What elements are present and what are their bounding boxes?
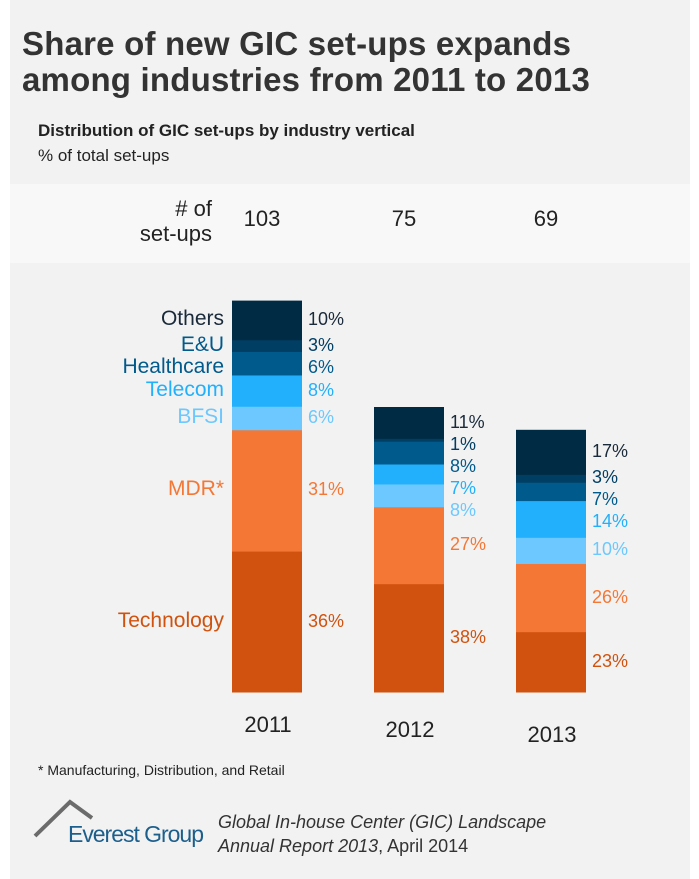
logo-text: Everest Group xyxy=(68,821,204,847)
bar-segment-telecom-2012 xyxy=(374,464,444,485)
source-date: , April 2014 xyxy=(378,836,469,856)
data-label: 10% xyxy=(592,539,629,560)
title-line-2: among industries from 2011 to 2013 xyxy=(22,61,590,98)
bar-segment-bfsi-2011 xyxy=(232,406,302,431)
everest-group-logo: Everest Group xyxy=(33,799,204,847)
bar-segment-eu-2012 xyxy=(374,438,444,442)
data-label: 11% xyxy=(450,411,485,432)
bar-segment-technology-2011 xyxy=(232,551,302,693)
legend-label: BFSI xyxy=(177,405,224,429)
data-label: 14% xyxy=(592,511,629,532)
setup-count: 75 xyxy=(391,206,417,231)
data-label: 23% xyxy=(592,650,629,671)
count-band xyxy=(10,184,690,263)
unit-label: % of total set-ups xyxy=(38,146,170,165)
data-label: 3% xyxy=(308,334,335,355)
legend-label: Others xyxy=(160,307,224,331)
data-label: 31% xyxy=(308,479,345,500)
mountain-icon xyxy=(33,799,94,838)
legend-label: E&U xyxy=(180,332,224,356)
source-note: Global In-house Center (GIC) Landscape A… xyxy=(218,810,546,858)
bar-segment-telecom-2011 xyxy=(232,374,302,407)
legend-label: MDR* xyxy=(168,477,224,501)
bar-segment-others-2012 xyxy=(374,407,444,439)
bar-segment-technology-2013 xyxy=(516,631,586,693)
data-label: 27% xyxy=(450,534,487,555)
footnote: * Manufacturing, Distribution, and Retai… xyxy=(38,762,285,778)
title-line-1: Share of new GIC set-ups expands xyxy=(22,25,572,62)
legend-label: Technology xyxy=(117,608,224,632)
bar-segment-others-2011 xyxy=(232,300,302,341)
data-label: 8% xyxy=(450,455,477,476)
source-line-1: Global In-house Center (GIC) Landscape xyxy=(218,812,547,832)
data-label: 7% xyxy=(592,489,619,510)
setup-count: 103 xyxy=(243,206,281,231)
data-label: 38% xyxy=(450,626,487,647)
data-label: 6% xyxy=(308,356,335,377)
x-tick-label: 2013 xyxy=(527,722,577,747)
bar-segment-eu-2011 xyxy=(232,339,302,352)
data-label: 26% xyxy=(592,586,629,607)
bar-segment-technology-2012 xyxy=(374,583,444,693)
setup-count: 69 xyxy=(533,206,559,231)
data-label: 36% xyxy=(308,610,345,631)
bar-segment-bfsi-2012 xyxy=(374,483,444,508)
bar-segment-telecom-2013 xyxy=(516,500,586,538)
legend-label: Healthcare xyxy=(122,354,224,378)
data-label: 8% xyxy=(308,379,335,400)
data-label: 8% xyxy=(450,499,477,520)
bar-segment-others-2013 xyxy=(516,429,586,475)
bar-segment-healthcare-2012 xyxy=(374,441,444,465)
bar-segment-bfsi-2013 xyxy=(516,537,586,565)
data-label: 7% xyxy=(450,477,477,498)
chart-title: Share of new GIC set-ups expands among i… xyxy=(22,26,590,98)
bar-segment-healthcare-2013 xyxy=(516,482,586,502)
data-label: 1% xyxy=(450,433,477,454)
x-tick-label: 2012 xyxy=(385,717,435,742)
bar-segment-mdr-2011 xyxy=(232,429,302,552)
x-tick-label: 2011 xyxy=(244,712,292,737)
source-report: Annual Report 2013 xyxy=(218,836,379,856)
count-label-line-1: # of xyxy=(175,196,212,221)
data-label: 6% xyxy=(308,407,335,428)
bar-segment-eu-2013 xyxy=(516,474,586,483)
data-label: 10% xyxy=(308,309,345,330)
count-label: # of set-ups xyxy=(100,196,212,246)
data-label: 17% xyxy=(592,441,629,462)
legend-label: Telecom xyxy=(145,377,224,401)
chart-subtitle: Distribution of GIC set-ups by industry … xyxy=(38,121,415,140)
count-label-line-2: set-ups xyxy=(139,221,212,246)
bar-segment-healthcare-2011 xyxy=(232,351,302,376)
bar-segment-mdr-2012 xyxy=(374,506,444,585)
data-label: 3% xyxy=(592,467,619,488)
bar-segment-mdr-2013 xyxy=(516,563,586,633)
